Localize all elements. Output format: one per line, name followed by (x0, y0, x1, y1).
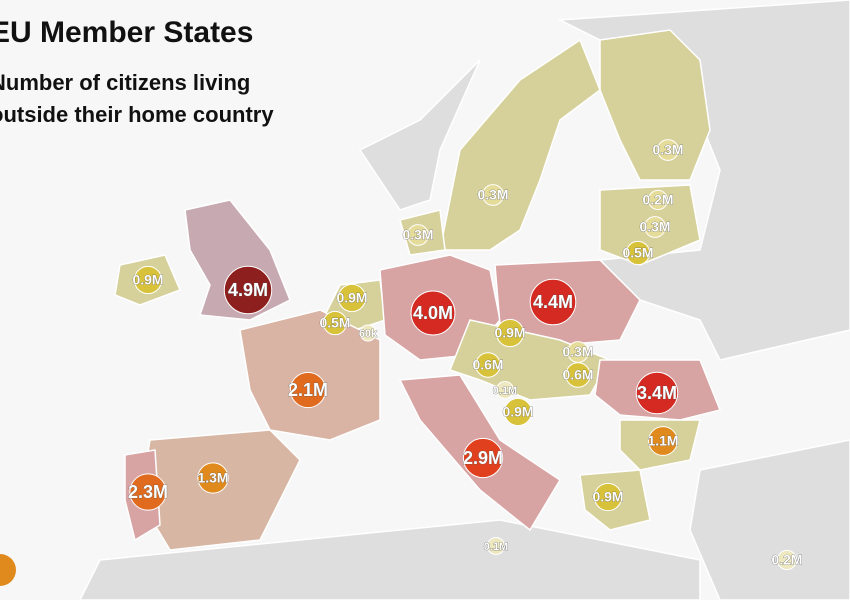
bubble (482, 184, 504, 206)
bubble (133, 265, 163, 295)
bubble (593, 482, 623, 512)
bubble (407, 224, 429, 246)
bubble (223, 265, 273, 315)
bubble (635, 371, 679, 415)
bubble-label: 0.3M (652, 142, 683, 158)
bubble-label: 2.3M (128, 482, 168, 502)
bubble (644, 216, 666, 238)
subtitle: outside their home country (0, 102, 274, 127)
legend-marker (0, 554, 16, 586)
bubble-label: 4.4M (533, 292, 573, 312)
bubble-label: 0.2M (771, 552, 802, 568)
bubble-label: 60k (359, 328, 378, 340)
title: EU Member States (0, 16, 253, 49)
bubble (495, 318, 525, 348)
bubble-label: 0.9M (502, 404, 533, 420)
bubble-label: 0.1M (484, 541, 508, 553)
bubble-label: 0.2M (642, 192, 673, 208)
bubble-label: 0.6M (472, 357, 503, 373)
bubble-label: 0.9M (132, 272, 163, 288)
bubble (289, 371, 327, 409)
bubble (529, 278, 577, 326)
bubble (359, 324, 377, 342)
bubble-label: 0.3M (639, 219, 670, 235)
bubble-label: 4.0M (413, 303, 453, 323)
bubble (565, 362, 591, 388)
bubble (495, 380, 515, 400)
bubble-label: 0.3M (402, 227, 433, 243)
bubble-label: 2.1M (288, 380, 328, 400)
bubble-label: 1.3M (197, 470, 228, 486)
bubble-label: 0.6M (562, 367, 593, 383)
bubble (648, 426, 678, 456)
bubble (337, 283, 367, 313)
bubble-label: 0.9M (336, 290, 367, 306)
bubble (475, 352, 501, 378)
bubble-label: 0.3M (477, 187, 508, 203)
bubble (322, 310, 348, 336)
bubble (776, 549, 798, 571)
bubble (197, 462, 229, 494)
bubble-label: 0.1M (493, 385, 517, 397)
bubble-label: 1.1M (647, 433, 678, 449)
bubble-label: 0.3M (562, 344, 593, 360)
bubble (129, 473, 167, 511)
bubble (647, 189, 669, 211)
bubble-label: 2.9M (463, 448, 503, 468)
bubble-label: 0.5M (319, 315, 350, 331)
bubble (625, 240, 651, 266)
bubble (410, 290, 456, 336)
bubble (503, 397, 533, 427)
bubble-label: 0.9M (592, 489, 623, 505)
bubble-label: 3.4M (637, 383, 677, 403)
bubble-label: 0.5M (622, 245, 653, 261)
subtitle: Number of citizens living (0, 70, 250, 95)
bubble-label: 4.9M (228, 280, 268, 300)
bubble (462, 437, 504, 479)
bubble (486, 536, 506, 556)
bubble-label: 0.9M (494, 325, 525, 341)
bubble (657, 139, 679, 161)
